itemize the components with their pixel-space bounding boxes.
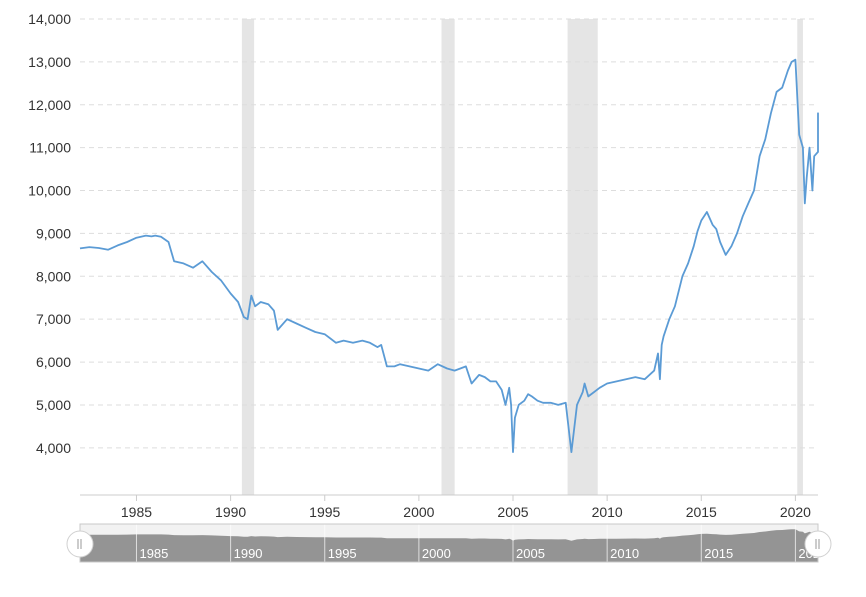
x-tick-label: 2005 xyxy=(497,504,528,520)
navigator-tick-label: 2000 xyxy=(422,546,451,561)
navigator-tick-label: 1990 xyxy=(234,546,263,561)
y-tick-label: 14,000 xyxy=(28,11,71,27)
y-axis: 4,000 5,000 6,000 7,000 8,000 9,000 10,000 11,0… xyxy=(28,11,71,456)
y-tick-label: 7,000 xyxy=(36,311,71,327)
drag-handle-icon xyxy=(77,539,82,549)
x-tick-label: 2000 xyxy=(403,504,434,520)
y-tick-label: 10,000 xyxy=(28,183,71,199)
y-tick-label: 4,000 xyxy=(36,440,71,456)
x-axis: 1985 1990 1995 2000 2005 2010 2015 2020 xyxy=(121,495,811,520)
y-tick-label: 9,000 xyxy=(36,225,71,241)
series-line xyxy=(79,58,819,453)
navigator-handle-right[interactable] xyxy=(804,530,832,558)
x-tick-label: 1990 xyxy=(215,504,246,520)
recession-band xyxy=(441,19,455,495)
navigator-tick-label: 2005 xyxy=(516,546,545,561)
recession-band xyxy=(567,19,598,495)
y-tick-label: 6,000 xyxy=(36,354,71,370)
recession-band xyxy=(797,19,803,495)
y-tick-label: 5,000 xyxy=(36,397,71,413)
navigator-tick-label: 1995 xyxy=(328,546,357,561)
navigator-area xyxy=(80,529,818,562)
y-tick-label: 11,000 xyxy=(29,140,71,156)
navigator-tick-label: 1985 xyxy=(139,546,168,561)
x-tick-label: 1985 xyxy=(121,504,152,520)
drag-handle-icon xyxy=(815,539,820,549)
y-tick-label: 12,000 xyxy=(28,97,71,113)
grid-lines xyxy=(80,18,818,496)
x-tick-label: 2015 xyxy=(686,504,717,520)
x-tick-label: 2020 xyxy=(780,504,811,520)
x-tick-label: 1995 xyxy=(309,504,340,520)
navigator-tick-label: 2015 xyxy=(704,546,733,561)
navigator-tick-label: 2010 xyxy=(610,546,639,561)
x-tick-label: 2010 xyxy=(592,504,623,520)
navigator-window[interactable] xyxy=(79,523,819,563)
y-tick-label: 8,000 xyxy=(36,268,71,284)
recession-band xyxy=(241,19,255,495)
navigator-handle-left[interactable] xyxy=(66,530,94,558)
y-tick-label: 13,000 xyxy=(28,54,71,70)
recession-bands xyxy=(241,19,803,495)
